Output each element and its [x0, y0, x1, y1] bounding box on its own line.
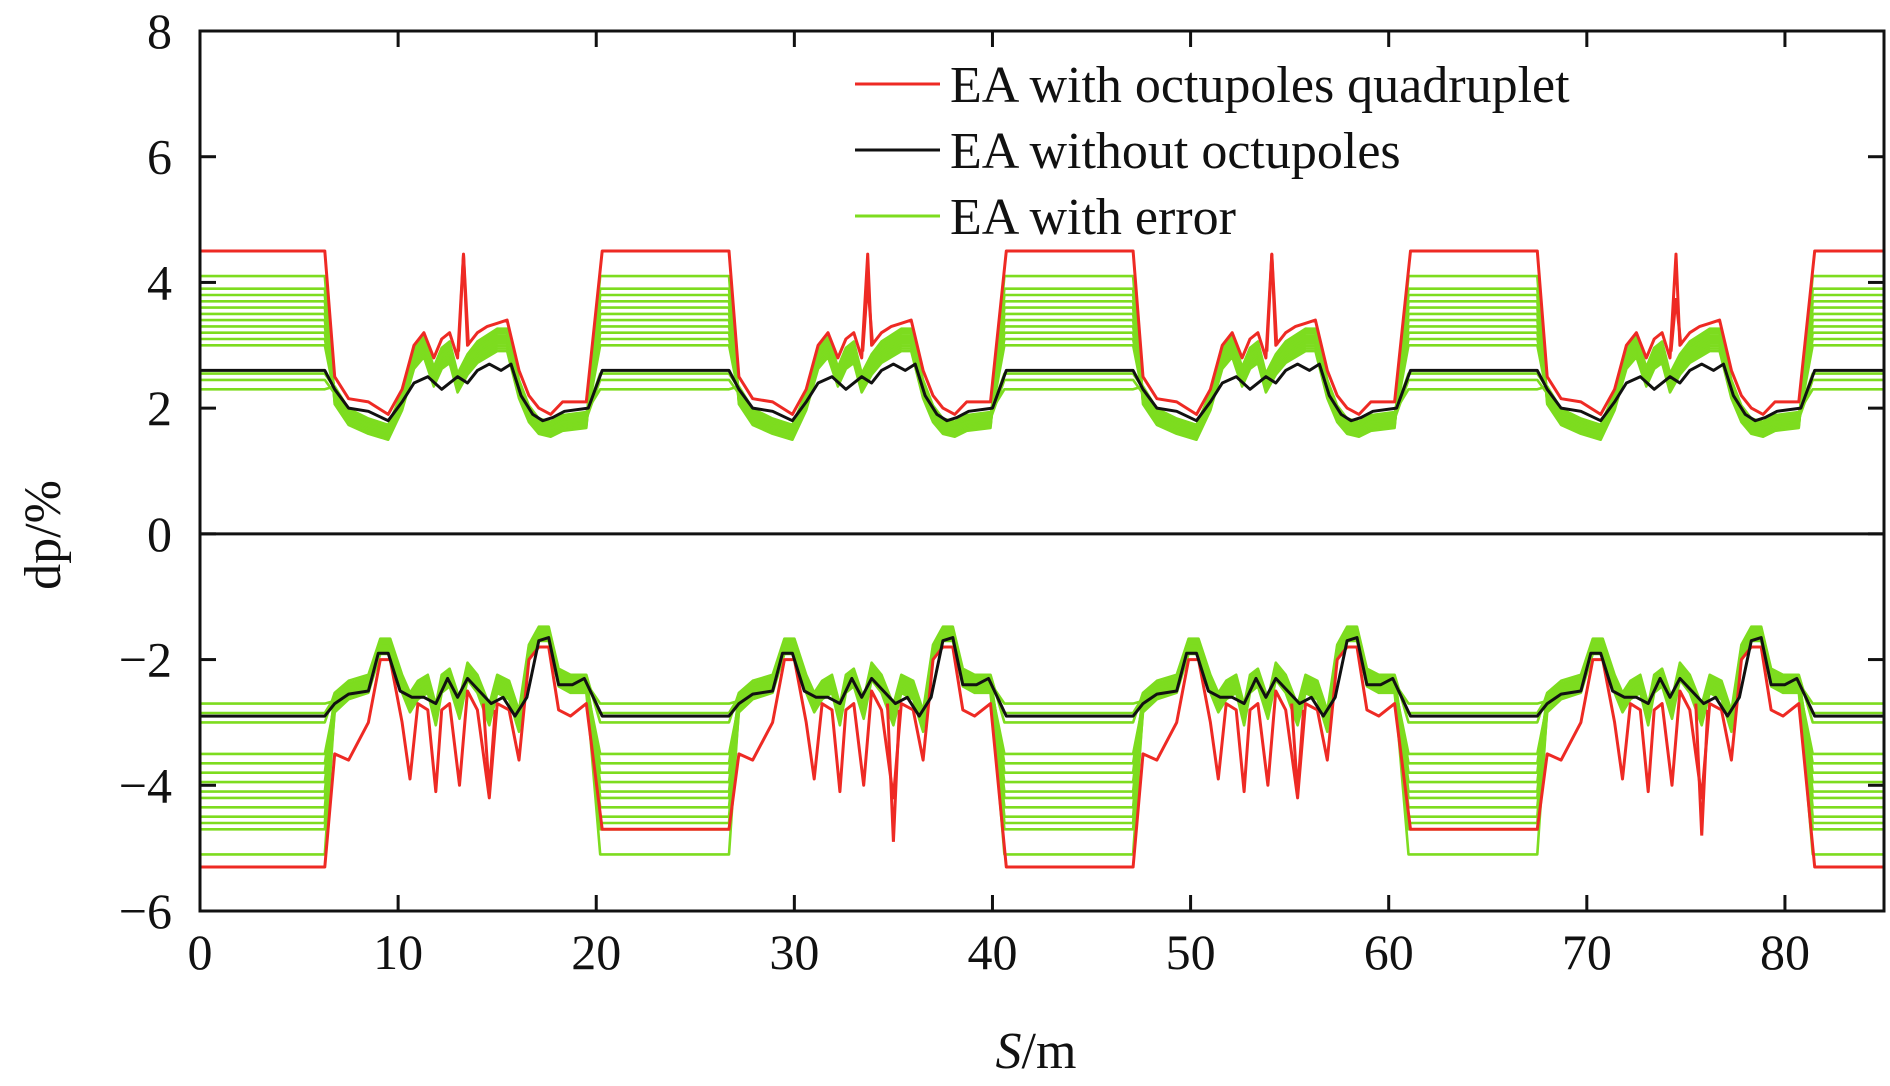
error-lower-line: [200, 633, 1884, 818]
y-tick-label: −4: [119, 757, 172, 813]
without-octupoles-lower-line: [200, 636, 1884, 718]
quadruplet-spike: [1290, 703, 1306, 792]
without-octupoles-upper-line: [200, 362, 1884, 423]
error-lower-line: [200, 627, 1884, 800]
error-lower-line: [200, 626, 1884, 774]
legend: EA with octupoles quadruplet EA without …: [855, 57, 1570, 246]
y-tick-label: 2: [147, 380, 172, 436]
y-tick-label: −6: [119, 883, 172, 939]
quadruplet-spike: [1669, 297, 1683, 352]
quadruplet-spike: [1265, 254, 1279, 352]
error-upper-line: [200, 334, 1884, 434]
x-tick-label: 60: [1364, 924, 1414, 980]
quadruplet-spike: [1694, 703, 1710, 836]
x-tick-label: 80: [1760, 924, 1810, 980]
quadruplet-spike: [885, 703, 901, 842]
y-tick-label: −2: [119, 632, 172, 688]
quadruplet-lower-line: [200, 645, 1884, 869]
error-lower-line: [200, 625, 1884, 724]
plot-frame: [198, 29, 1886, 913]
y-tick-label: 4: [147, 254, 172, 310]
y-tick-label: 8: [147, 3, 172, 59]
error-lower-line: [200, 639, 1884, 831]
plot-area: [200, 249, 1884, 869]
x-tick-label: 40: [967, 924, 1017, 980]
error-lower-line: [200, 637, 1884, 784]
error-upper-line: [200, 327, 1884, 427]
legend-label-without: EA without octupoles: [950, 123, 1401, 180]
axes: 0 10 20 30 40 50 60 70 80 −6 −4 −2 0 2 4 6 8: [119, 3, 1886, 980]
x-axis-title: S/m: [996, 1023, 1077, 1080]
error-lower-line: [200, 635, 1884, 856]
quadruplet-spike: [481, 703, 497, 792]
x-axis-title-unit: /m: [1022, 1023, 1077, 1080]
quadruplet-spike: [861, 282, 875, 352]
y-tick-label: 6: [147, 129, 172, 185]
x-tick-label: 0: [188, 924, 213, 980]
x-tick-label: 30: [769, 924, 819, 980]
error-lower-line: [200, 629, 1884, 825]
quadruplet-spike: [457, 254, 470, 352]
x-tick-label: 70: [1562, 924, 1612, 980]
y-axis-title: dp/%: [15, 480, 72, 590]
error-lower-line: [200, 632, 1884, 793]
x-tick-label: 50: [1166, 924, 1216, 980]
x-tick-label: 20: [571, 924, 621, 980]
y-tick-label: 0: [147, 506, 172, 562]
quadruplet-upper-line: [200, 249, 1884, 416]
x-tick-label: 10: [373, 924, 423, 980]
legend-label-error: EA with error: [950, 189, 1236, 246]
error-lower-line: [200, 638, 1884, 809]
legend-label-quadruplet: EA with octupoles quadruplet: [950, 57, 1570, 114]
x-axis-title-symbol: S: [996, 1023, 1022, 1080]
